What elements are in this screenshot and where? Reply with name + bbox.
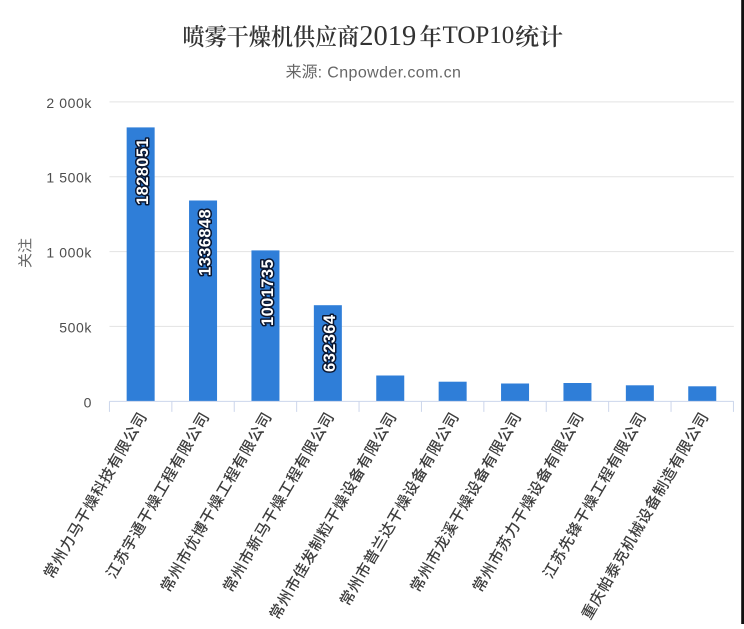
svg-text:1001735: 1001735	[259, 259, 277, 326]
svg-text:1336848: 1336848	[196, 209, 214, 276]
svg-text:: Cnpowder.com.cn: : Cnpowder.com.cn	[318, 64, 462, 81]
svg-text:1828051: 1828051	[134, 138, 152, 205]
svg-text:632364: 632364	[321, 314, 339, 372]
svg-text:0: 0	[84, 394, 92, 410]
svg-text:TOP10: TOP10	[443, 22, 515, 49]
svg-text:2 000k: 2 000k	[46, 95, 92, 111]
svg-text:1 000k: 1 000k	[46, 245, 92, 261]
svg-text:500k: 500k	[59, 319, 92, 335]
svg-text:2019: 2019	[359, 21, 416, 52]
svg-text:1 500k: 1 500k	[46, 170, 92, 186]
